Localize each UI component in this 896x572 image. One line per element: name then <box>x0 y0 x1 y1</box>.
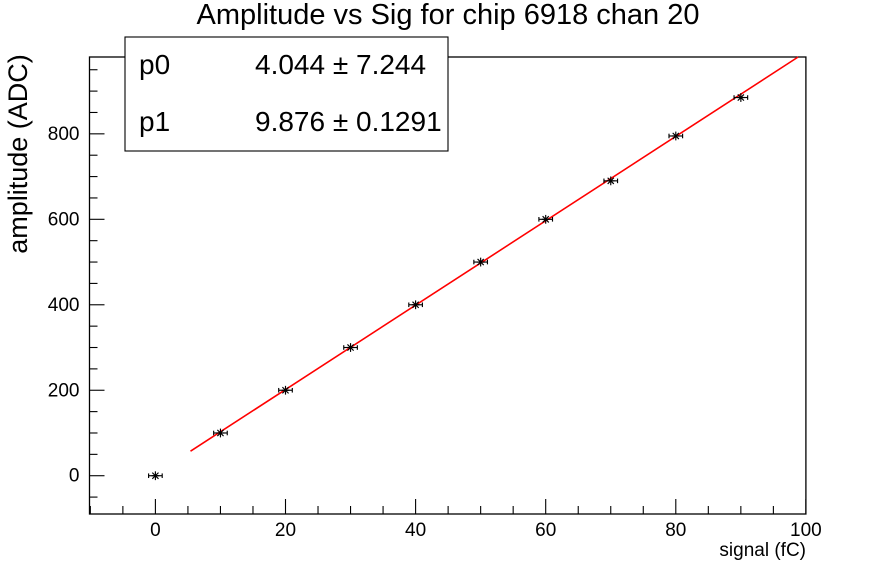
svg-text:800: 800 <box>48 124 80 145</box>
svg-text:signal (fC): signal (fC) <box>719 540 806 561</box>
svg-text:p1: p1 <box>139 106 170 137</box>
svg-text:40: 40 <box>405 520 426 541</box>
svg-text:4.044 ± 7.244: 4.044 ± 7.244 <box>255 49 426 80</box>
svg-text:0: 0 <box>69 466 80 487</box>
svg-text:20: 20 <box>275 520 296 541</box>
svg-text:0: 0 <box>150 520 161 541</box>
svg-text:400: 400 <box>48 295 80 316</box>
svg-text:amplitude (ADC): amplitude (ADC) <box>3 54 33 254</box>
svg-text:60: 60 <box>535 520 556 541</box>
svg-text:600: 600 <box>48 209 80 230</box>
svg-text:100: 100 <box>790 520 822 541</box>
svg-text:9.876 ± 0.1291: 9.876 ± 0.1291 <box>255 106 442 137</box>
svg-text:p0: p0 <box>139 49 170 80</box>
svg-text:80: 80 <box>665 520 686 541</box>
svg-text:Amplitude vs Sig for chip 6918: Amplitude vs Sig for chip 6918 chan 20 <box>197 0 700 31</box>
svg-text:200: 200 <box>48 380 80 401</box>
